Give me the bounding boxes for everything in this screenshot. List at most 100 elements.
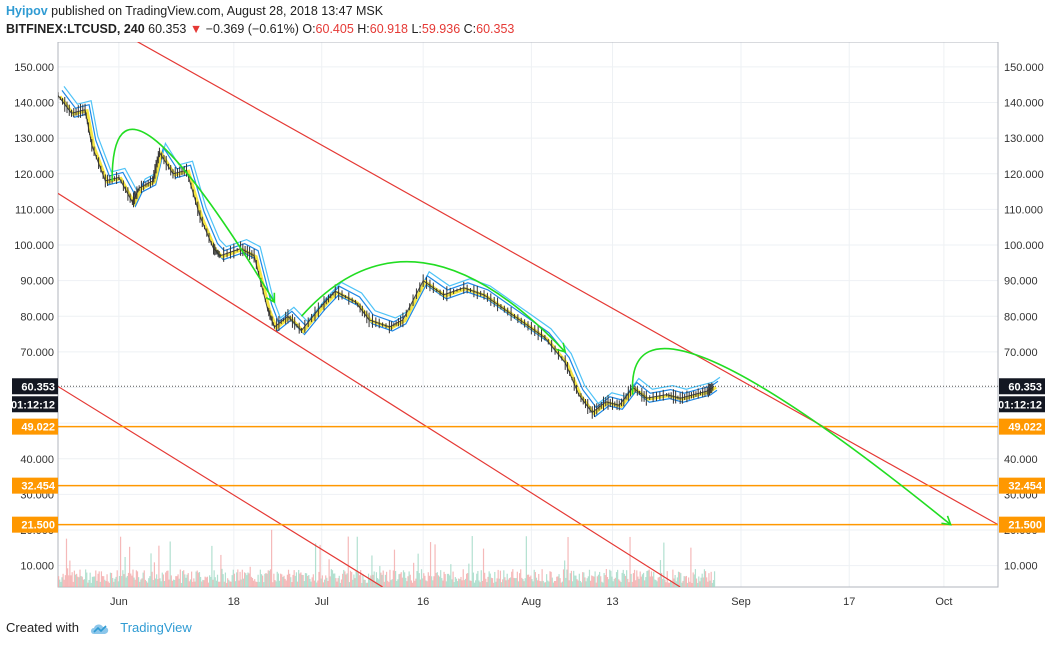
y-tick-label-left: 90.000 bbox=[20, 276, 54, 288]
tradingview-brand-link[interactable]: TradingView bbox=[120, 620, 192, 635]
volume-bar bbox=[488, 571, 490, 587]
volume-bar bbox=[149, 576, 151, 587]
volume-bar bbox=[339, 582, 341, 587]
volume-bar bbox=[486, 582, 488, 587]
volume-bar bbox=[620, 582, 622, 587]
volume-bar bbox=[396, 580, 398, 587]
volume-bar bbox=[289, 573, 291, 587]
volume-bar bbox=[683, 576, 685, 587]
volume-bar bbox=[566, 569, 568, 587]
volume-bar bbox=[388, 582, 390, 587]
volume-bar bbox=[196, 570, 198, 587]
volume-bar bbox=[305, 573, 308, 587]
trend-channel-line bbox=[58, 192, 681, 587]
volume-bar bbox=[431, 576, 433, 587]
volume-bar bbox=[294, 575, 296, 587]
volume-bar bbox=[107, 581, 109, 587]
volume-bar bbox=[391, 579, 393, 587]
volume-bar bbox=[103, 576, 105, 587]
volume-bar bbox=[259, 569, 261, 587]
volume-bar bbox=[284, 578, 286, 587]
volume-bar bbox=[400, 572, 402, 587]
volume-bar bbox=[615, 572, 618, 587]
volume-bar bbox=[367, 573, 370, 587]
volume-bar bbox=[207, 582, 210, 587]
plot-area bbox=[58, 42, 998, 587]
volume-bar bbox=[612, 581, 614, 587]
volume-bar bbox=[260, 574, 263, 587]
volume-bar bbox=[534, 572, 536, 587]
volume-bar bbox=[268, 570, 270, 587]
volume-bar bbox=[220, 554, 222, 587]
volume-bar bbox=[472, 572, 474, 587]
volume-bar bbox=[573, 570, 575, 587]
volume-bar bbox=[713, 571, 716, 587]
volume-bar bbox=[218, 581, 220, 587]
volume-bar bbox=[664, 579, 666, 587]
volume-bar bbox=[100, 571, 103, 587]
volume-bar bbox=[429, 542, 432, 587]
price-chart[interactable]: 10.00010.00020.00020.00030.00030.00040.0… bbox=[0, 42, 1057, 614]
volume-bar bbox=[232, 569, 234, 587]
volume-bar bbox=[445, 581, 447, 587]
volume-bar bbox=[518, 573, 521, 587]
volume-bar bbox=[485, 578, 487, 587]
volume-bar bbox=[413, 562, 415, 587]
volume-bar bbox=[467, 572, 469, 587]
volume-bar bbox=[502, 579, 504, 587]
volume-bar bbox=[202, 579, 204, 587]
volume-bar bbox=[211, 545, 213, 587]
y-tick-label-left: 10.000 bbox=[20, 561, 54, 573]
volume-bar bbox=[639, 571, 641, 587]
volume-bar bbox=[392, 570, 394, 587]
y-tick-label-right: 140.000 bbox=[1004, 98, 1044, 110]
volume-bar bbox=[319, 544, 321, 587]
volume-bar bbox=[684, 576, 686, 587]
volume-bar bbox=[618, 579, 620, 587]
volume-bar bbox=[228, 579, 230, 587]
volume-bar bbox=[272, 582, 274, 587]
y-tick-label-right: 80.000 bbox=[1004, 311, 1038, 323]
high-label: H: bbox=[357, 22, 370, 36]
volume-bar bbox=[521, 577, 523, 587]
volume-bar bbox=[538, 573, 540, 587]
volume-bar bbox=[348, 582, 350, 587]
last-price-tag-right: 60.353 bbox=[1008, 381, 1042, 393]
volume-bar bbox=[676, 577, 678, 587]
volume-bar bbox=[98, 571, 100, 587]
volume-bar bbox=[247, 572, 249, 587]
volume-bar bbox=[549, 571, 551, 587]
price-line bbox=[58, 95, 715, 414]
volume-bar bbox=[700, 577, 702, 587]
volume-bar bbox=[627, 578, 629, 587]
volume-bar bbox=[147, 582, 149, 587]
volume-bar bbox=[381, 574, 383, 587]
volume-bar bbox=[364, 579, 366, 587]
volume-bar bbox=[204, 576, 206, 587]
countdown-tag-right: 01:12:12 bbox=[998, 399, 1042, 411]
volume-bar bbox=[67, 568, 69, 587]
volume-bar bbox=[411, 582, 414, 587]
volume-bar bbox=[608, 579, 610, 587]
volume-bar bbox=[604, 575, 606, 587]
volume-bar bbox=[507, 579, 509, 587]
volume-bar bbox=[311, 577, 313, 587]
volume-bar bbox=[686, 582, 689, 587]
volume-bar bbox=[152, 580, 154, 587]
volume-bar bbox=[139, 581, 141, 587]
volume-bar bbox=[320, 578, 322, 587]
volume-bar bbox=[601, 581, 603, 587]
last-price: 60.353 bbox=[148, 22, 187, 36]
volume-bar bbox=[685, 575, 687, 587]
volume-bar bbox=[238, 580, 240, 587]
author-name[interactable]: Hyipov bbox=[6, 4, 48, 18]
volume-bar bbox=[647, 570, 649, 587]
volume-bar bbox=[80, 576, 82, 587]
volume-bar bbox=[136, 571, 139, 587]
volume-bar bbox=[213, 570, 215, 587]
open-label: O: bbox=[302, 22, 316, 36]
low-label: L: bbox=[411, 22, 422, 36]
volume-bar bbox=[157, 579, 159, 587]
volume-bar bbox=[541, 569, 543, 587]
volume-bar bbox=[393, 549, 396, 587]
